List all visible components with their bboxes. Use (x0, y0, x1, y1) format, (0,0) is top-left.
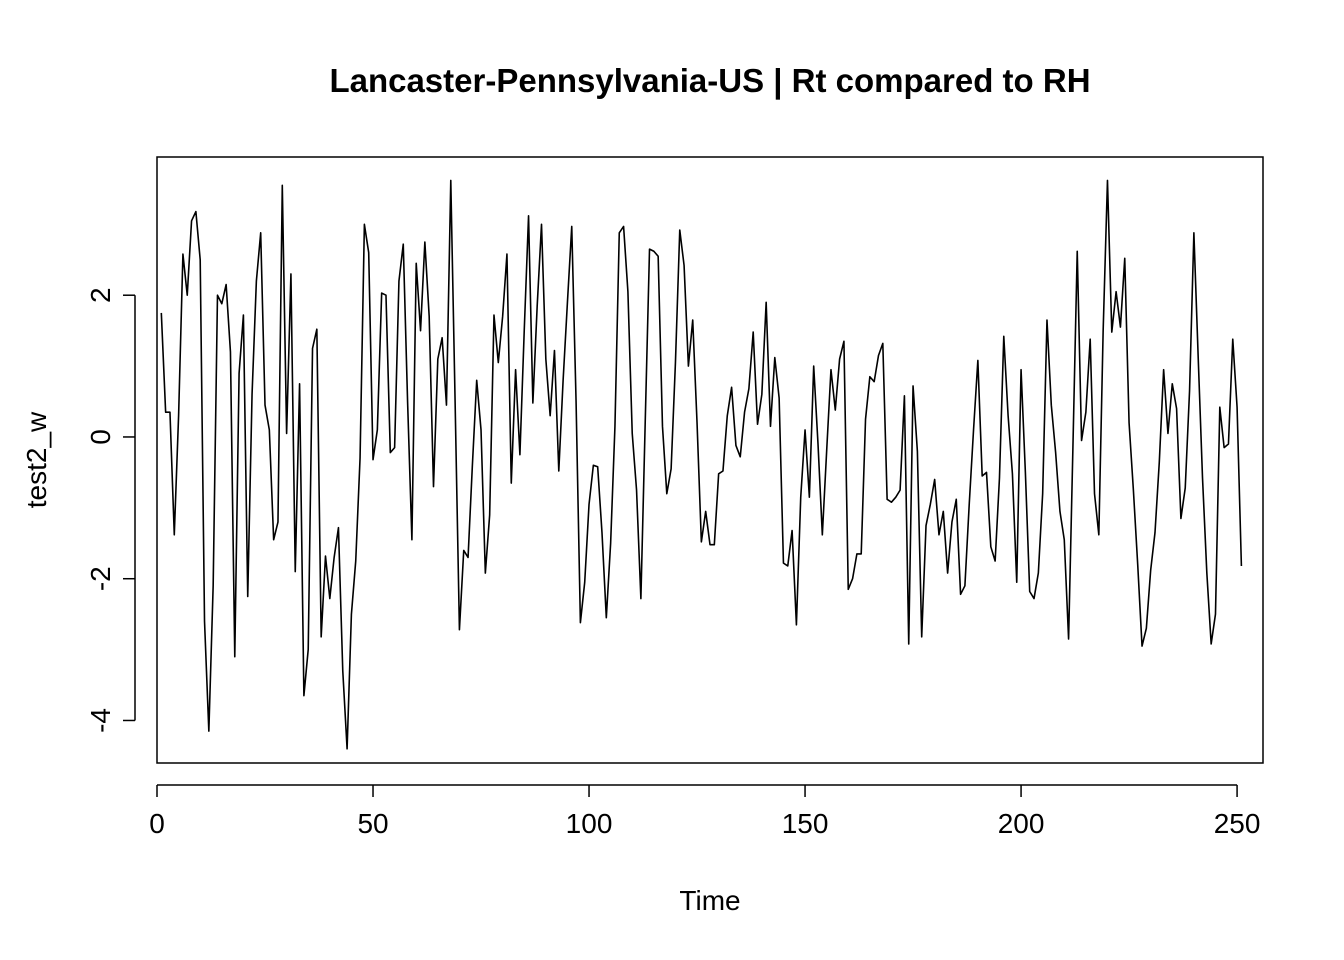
series-line (160, 179, 1243, 750)
x-tick-label: 200 (998, 808, 1045, 839)
y-axis: -4 -2 0 2 (85, 287, 136, 733)
x-tick-label: 0 (149, 808, 165, 839)
x-tick-label: 150 (782, 808, 829, 839)
x-axis-label: Time (679, 885, 740, 916)
chart-title: Lancaster-Pennsylvania-US | Rt compared … (329, 62, 1090, 99)
x-tick-label: 50 (357, 808, 388, 839)
plot-area-border (156, 156, 1264, 764)
y-tick-label: -2 (85, 566, 116, 591)
x-tick-label: 100 (566, 808, 613, 839)
y-tick-label: -4 (85, 708, 116, 733)
y-tick-label: 0 (85, 429, 116, 445)
x-tick-label: 250 (1214, 808, 1261, 839)
x-axis: 0 50 100 150 200 250 (149, 784, 1261, 839)
y-tick-label: 2 (85, 287, 116, 303)
y-axis-label: test2_w (21, 411, 52, 508)
